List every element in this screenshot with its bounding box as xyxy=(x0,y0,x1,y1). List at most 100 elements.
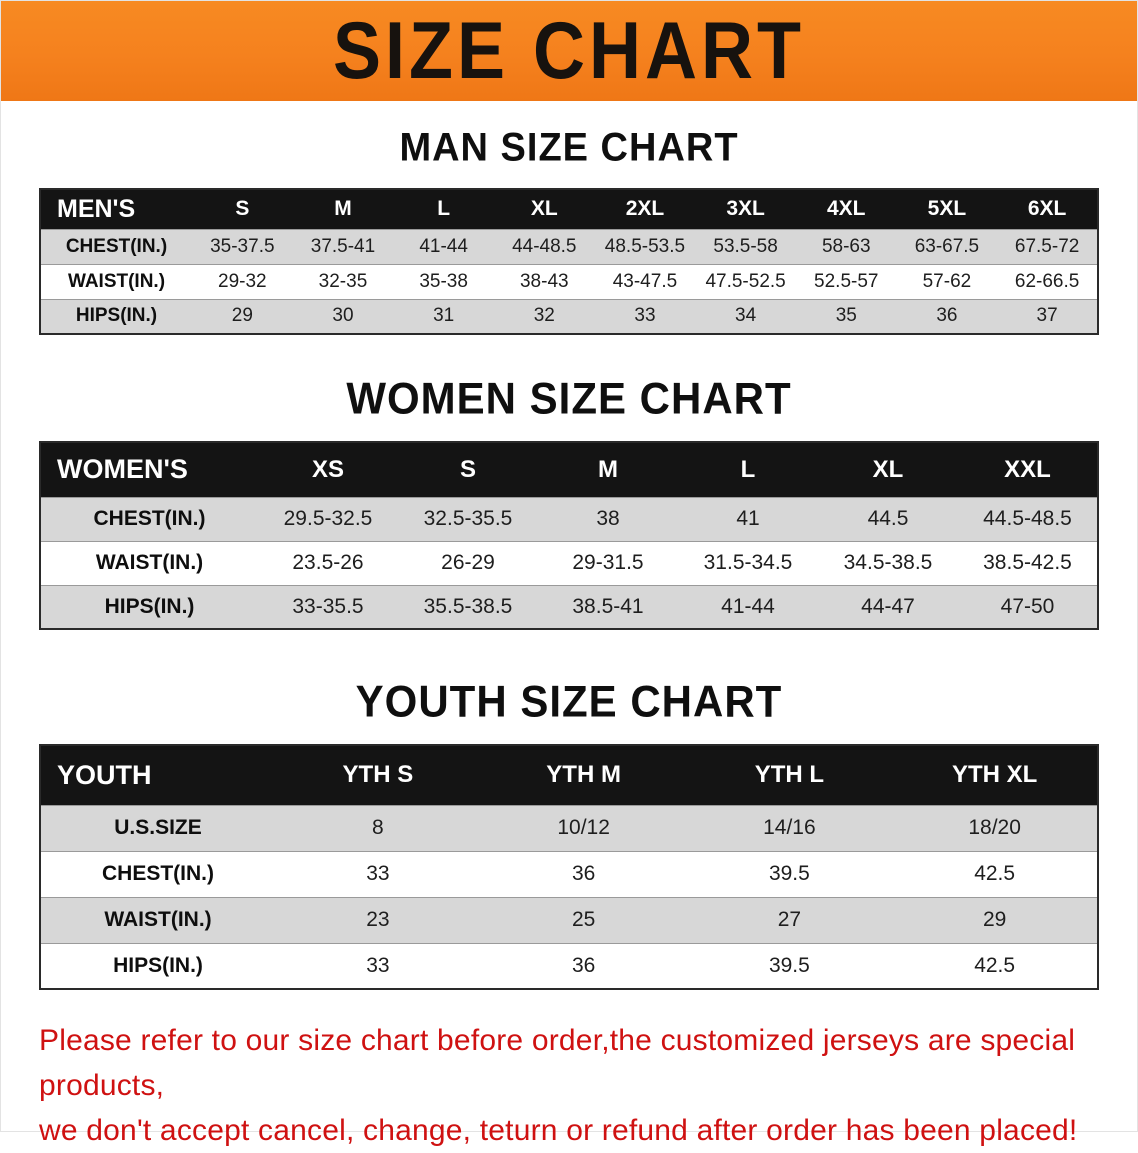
size-value: 44.5-48.5 xyxy=(958,496,1098,541)
size-chart-section-0: MAN SIZE CHART MEN'S S M L XL 2XL 3XL 4XL 5XL 6XL C… xyxy=(1,125,1137,335)
size-value: 36 xyxy=(480,942,687,989)
table-label-header: WOMEN'S xyxy=(57,454,188,485)
size-value: 42.5 xyxy=(892,850,1098,897)
row-label: HIPS(IN.) xyxy=(40,298,192,334)
table-row: WAIST(IN.) 23 25 27 29 xyxy=(40,896,1098,943)
size-value: 38 xyxy=(538,496,678,541)
table-header-row: MEN'S S M L XL 2XL 3XL 4XL 5XL 6XL xyxy=(40,189,1098,229)
charts-container: MAN SIZE CHART MEN'S S M L XL 2XL 3XL 4XL 5XL 6XL C… xyxy=(1,125,1137,990)
size-value: 41 xyxy=(678,496,818,541)
table-label-header: YOUTH xyxy=(57,759,152,790)
size-chart-section-2: YOUTH SIZE CHART YOUTH YTH S YTH M YTH L YTH … xyxy=(1,676,1137,990)
size-value: 35-37.5 xyxy=(192,228,293,264)
section-heading: WOMEN SIZE CHART xyxy=(346,373,792,424)
size-value: 31.5-34.5 xyxy=(678,540,818,585)
size-value: 47-50 xyxy=(958,584,1098,629)
size-value: 42.5 xyxy=(892,942,1098,989)
size-value: 63-67.5 xyxy=(896,228,998,264)
footer-note-line2: we don't accept cancel, change, teturn o… xyxy=(39,1114,1078,1147)
table-row: WAIST(IN.) 23.5-26 26-29 29-31.5 31.5-34.5 34… xyxy=(40,540,1098,585)
table-row: WAIST(IN.) 29-32 32-35 35-38 38-43 43-47.5 47.… xyxy=(40,263,1098,299)
size-value: 37 xyxy=(997,298,1098,334)
size-value: 26-29 xyxy=(398,540,538,585)
size-value: 34 xyxy=(695,298,796,334)
size-value: 33 xyxy=(275,942,481,989)
size-value: 34.5-38.5 xyxy=(818,540,958,585)
size-value: 38.5-41 xyxy=(538,584,678,629)
size-value: 38.5-42.5 xyxy=(958,540,1098,585)
table-header-row: WOMEN'S XS S M L XL XXL xyxy=(40,442,1098,497)
size-value: 47.5-52.5 xyxy=(695,263,796,299)
size-value: 29 xyxy=(192,298,293,334)
banner: SIZE CHART xyxy=(1,1,1137,101)
size-header: 4XL xyxy=(827,197,866,221)
size-value: 33-35.5 xyxy=(258,584,398,629)
table-row: HIPS(IN.) 33 36 39.5 42.5 xyxy=(40,942,1098,989)
row-label: WAIST(IN.) xyxy=(40,540,258,585)
size-header: YTH XL xyxy=(951,761,1038,789)
size-value: 29-32 xyxy=(192,263,293,299)
size-value: 23.5-26 xyxy=(258,540,398,585)
size-table: WOMEN'S XS S M L XL XXL CHEST(IN.) 29.5-32.5 32.5… xyxy=(39,441,1099,630)
size-header: XS xyxy=(311,455,344,483)
size-header: L xyxy=(437,197,451,221)
size-value: 38-43 xyxy=(493,263,595,299)
size-value: 32 xyxy=(493,298,595,334)
size-value: 67.5-72 xyxy=(997,228,1098,264)
size-value: 44-47 xyxy=(818,584,958,629)
size-value: 27 xyxy=(686,896,893,943)
row-label: HIPS(IN.) xyxy=(40,942,275,989)
row-label: CHEST(IN.) xyxy=(40,850,275,897)
size-header: M xyxy=(598,455,618,483)
size-value: 29-31.5 xyxy=(538,540,678,585)
table-row: CHEST(IN.) 35-37.5 37.5-41 41-44 44-48.5 48.5… xyxy=(40,228,1098,264)
row-label: WAIST(IN.) xyxy=(40,896,275,943)
size-value: 48.5-53.5 xyxy=(594,228,696,264)
size-chart-section-1: WOMEN SIZE CHART WOMEN'S XS S M L XL XXL CHEST(I… xyxy=(1,373,1137,630)
size-value: 53.5-58 xyxy=(695,228,796,264)
row-label: CHEST(IN.) xyxy=(40,496,258,541)
size-value: 29 xyxy=(892,896,1098,943)
size-header: 6XL xyxy=(1027,197,1067,221)
table-row: U.S.SIZE 8 10/12 14/16 18/20 xyxy=(40,804,1098,851)
section-heading: YOUTH SIZE CHART xyxy=(355,676,783,727)
size-value: 44-48.5 xyxy=(493,228,595,264)
table-label-header: MEN'S xyxy=(57,194,136,223)
size-value: 33 xyxy=(275,850,481,897)
size-value: 14/16 xyxy=(686,804,893,851)
size-value: 62-66.5 xyxy=(997,263,1098,299)
size-value: 58-63 xyxy=(795,228,897,264)
size-header: 5XL xyxy=(927,197,967,221)
size-value: 33 xyxy=(594,298,696,334)
size-value: 32-35 xyxy=(292,263,394,299)
row-label: WAIST(IN.) xyxy=(40,263,192,299)
size-table: YOUTH YTH S YTH M YTH L YTH XL U.S.SIZE 8 10/12… xyxy=(39,744,1099,990)
size-value: 41-44 xyxy=(393,228,494,264)
size-value: 36 xyxy=(480,850,687,897)
table-row: HIPS(IN.) 33-35.5 35.5-38.5 38.5-41 41-44 44-… xyxy=(40,584,1098,629)
size-value: 35 xyxy=(795,298,897,334)
row-label: U.S.SIZE xyxy=(40,804,275,851)
size-value: 10/12 xyxy=(480,804,687,851)
size-value: 35.5-38.5 xyxy=(398,584,538,629)
size-header: L xyxy=(740,455,756,483)
size-header: S xyxy=(235,197,250,221)
section-heading: MAN SIZE CHART xyxy=(399,125,739,171)
size-header: S xyxy=(459,455,476,483)
size-header: 3XL xyxy=(726,197,765,221)
size-value: 52.5-57 xyxy=(795,263,897,299)
size-table: MEN'S S M L XL 2XL 3XL 4XL 5XL 6XL CHEST(IN.) 35-37… xyxy=(39,188,1099,335)
size-header: YTH M xyxy=(546,761,621,789)
table-header-row: YOUTH YTH S YTH M YTH L YTH XL xyxy=(40,745,1098,805)
table-row: CHEST(IN.) 33 36 39.5 42.5 xyxy=(40,850,1098,897)
size-value: 18/20 xyxy=(892,804,1098,851)
row-label: HIPS(IN.) xyxy=(40,584,258,629)
size-value: 29.5-32.5 xyxy=(258,496,398,541)
size-value: 31 xyxy=(393,298,494,334)
size-value: 32.5-35.5 xyxy=(398,496,538,541)
size-header: XXL xyxy=(1004,455,1051,483)
size-header: XL xyxy=(872,455,904,483)
size-value: 35-38 xyxy=(393,263,494,299)
size-value: 36 xyxy=(896,298,998,334)
